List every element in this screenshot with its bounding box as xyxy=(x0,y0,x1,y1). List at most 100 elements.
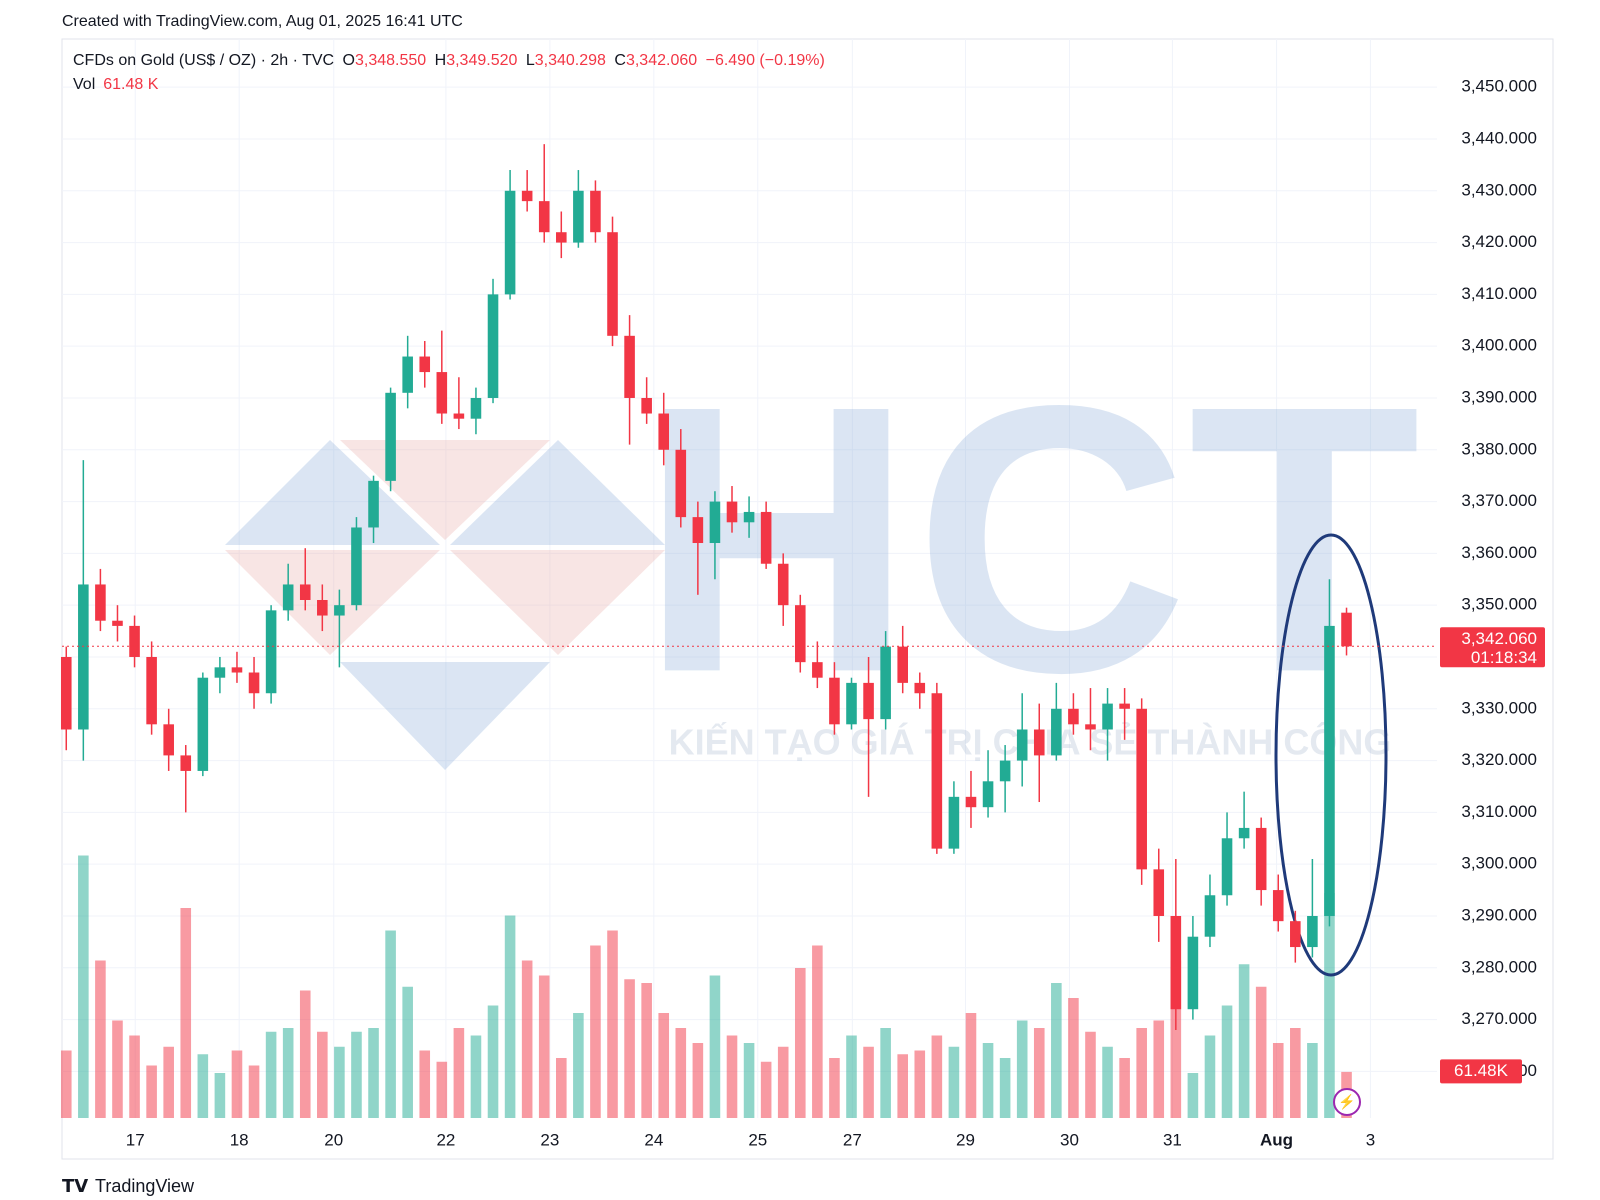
candle-body xyxy=(931,693,943,849)
candle-body xyxy=(180,755,192,771)
volume-bar xyxy=(931,1035,943,1118)
candle-body xyxy=(1170,915,1182,1010)
x-tick-label: 30 xyxy=(1060,1130,1079,1149)
c-value: 3,342.060 xyxy=(625,52,698,69)
l-value: 3,340.298 xyxy=(534,52,606,69)
volume-bar xyxy=(1290,1028,1301,1118)
candle-body xyxy=(965,796,977,808)
candle-body xyxy=(1033,729,1045,756)
candle-body xyxy=(590,190,601,233)
candle-body xyxy=(419,356,431,373)
candle-body xyxy=(709,501,721,544)
volume-bar xyxy=(60,1050,72,1118)
volume-bar xyxy=(1119,1058,1130,1118)
candle-body xyxy=(1221,838,1233,896)
created-note: Created with TradingView.com, Aug 01, 20… xyxy=(62,13,463,30)
x-tick-label: 22 xyxy=(436,1130,455,1149)
candle-body xyxy=(1136,708,1147,870)
volume-bar xyxy=(1307,1043,1318,1118)
volume-bar xyxy=(846,1035,857,1118)
candle-body xyxy=(436,372,448,414)
candle-body xyxy=(521,190,533,202)
y-tick-label: 3,440.000 xyxy=(1461,128,1537,147)
volume-bar xyxy=(1085,1031,1096,1118)
volume-bar xyxy=(658,1013,670,1118)
y-tick-label: 3,380.000 xyxy=(1461,439,1537,458)
candle-body xyxy=(863,682,874,720)
y-tick-label: 3,290.000 xyxy=(1461,905,1537,924)
last-price-tag xyxy=(1440,627,1545,668)
candle-body xyxy=(385,392,396,481)
x-tick-label: 24 xyxy=(644,1130,663,1149)
candle-body xyxy=(317,599,328,616)
volume-bar xyxy=(829,1058,840,1118)
highlight-ellipse xyxy=(1274,533,1388,977)
candle-body xyxy=(78,584,89,730)
volume-bar xyxy=(1272,1043,1284,1118)
candle-body xyxy=(880,646,891,720)
alert-icon[interactable] xyxy=(1333,1088,1361,1116)
candle-body xyxy=(812,662,823,678)
volume-bar xyxy=(1324,893,1335,1118)
candle-body xyxy=(1051,708,1062,756)
candle-body xyxy=(743,511,755,523)
volume-bar xyxy=(1221,1005,1233,1118)
frame xyxy=(61,38,1554,1160)
volume-bar xyxy=(726,1035,738,1118)
x-tick-label: 3 xyxy=(1366,1130,1375,1149)
y-tick-label: 3,390.000 xyxy=(1461,387,1537,406)
candle-body xyxy=(351,527,362,606)
l-key: L xyxy=(525,52,535,69)
volume-bar xyxy=(129,1035,140,1118)
volume-bar xyxy=(1068,998,1079,1118)
candle-body xyxy=(282,584,294,611)
volume-bar xyxy=(1170,960,1182,1118)
candle-body xyxy=(914,682,926,694)
candle-body xyxy=(504,190,516,295)
volume-bar xyxy=(812,945,823,1118)
candle-body xyxy=(146,656,157,725)
footer-logo: 𝗧𝗩 xyxy=(62,1176,88,1196)
change: −6.490 (−0.19%) xyxy=(705,52,825,69)
candle-body xyxy=(658,413,670,450)
candle-body xyxy=(829,677,840,725)
countdown-label: 01:18:34 xyxy=(1471,648,1537,667)
h-value: 3,349.520 xyxy=(446,52,518,69)
candle-body xyxy=(334,605,345,616)
volume-bar xyxy=(1255,986,1267,1118)
candle-body xyxy=(95,584,106,621)
volume-bar xyxy=(1102,1046,1113,1118)
candle-body xyxy=(487,294,499,398)
volume-bar xyxy=(760,1061,772,1118)
y-tick-label: 3,360.000 xyxy=(1461,543,1537,562)
candle-body xyxy=(1153,869,1165,916)
y-tick-label: 3,400.000 xyxy=(1461,336,1537,355)
volume-bar xyxy=(521,960,533,1118)
candle-body xyxy=(624,335,635,398)
candle-body xyxy=(368,480,379,528)
candle-body xyxy=(1290,921,1301,948)
candle-body xyxy=(777,563,789,606)
y-tick-label: 3,310.000 xyxy=(1461,802,1537,821)
volume-bar xyxy=(1051,983,1062,1118)
volume-bar xyxy=(214,1073,226,1118)
volume-bar xyxy=(163,1046,174,1118)
candle-body xyxy=(1307,915,1318,948)
volume-bar xyxy=(573,1013,584,1118)
vol-value: 61.48 K xyxy=(103,76,159,93)
candle-body xyxy=(846,682,857,725)
volume-bar xyxy=(1204,1035,1216,1118)
volume-bar xyxy=(385,930,396,1118)
volume-bar xyxy=(78,855,89,1118)
volume-bar xyxy=(607,930,618,1118)
volume-bar xyxy=(982,1043,994,1118)
watermark-brand: HCT xyxy=(640,326,1421,751)
volume-bar xyxy=(743,1043,755,1118)
candle-body xyxy=(265,610,277,694)
volume-bar xyxy=(1016,1020,1028,1118)
symbol: CFDs on Gold (US$ / OZ) · 2h · TVC xyxy=(73,52,335,69)
volume-bar xyxy=(1153,1020,1165,1118)
volume-bar xyxy=(504,915,516,1118)
y-tick-label: 3,280.000 xyxy=(1461,957,1537,976)
